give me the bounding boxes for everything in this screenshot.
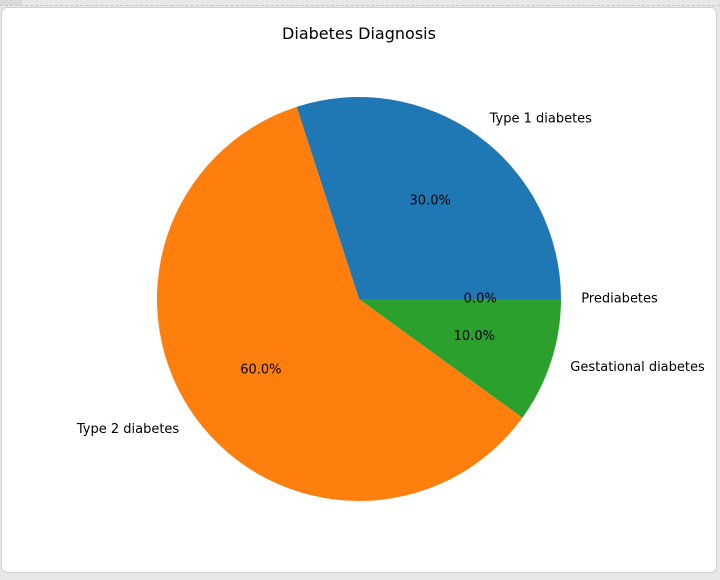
category-label-type-2-diabetes: Type 2 diabetes	[76, 422, 180, 437]
pie-slices	[156, 97, 561, 502]
category-label-type-1-diabetes: Type 1 diabetes	[489, 112, 593, 127]
slice-gestational-diabetes	[359, 299, 561, 418]
category-label-gestational-diabetes: Gestational diabetes	[570, 360, 705, 375]
percent-label-prediabetes: 0.0%	[464, 292, 497, 307]
percent-label-type-2-diabetes: 60.0%	[240, 363, 281, 378]
slice-type-1-diabetes	[296, 97, 561, 299]
slice-type-2-diabetes	[156, 106, 523, 502]
percent-label-type-1-diabetes: 30.0%	[410, 193, 451, 208]
corner-mark	[0, 0, 22, 5]
chart-title: Diabetes Diagnosis	[282, 24, 436, 43]
pie-labels: 30.0% Type 1 diabetes 60.0% Type 2 diabetes…	[76, 112, 705, 437]
dashed-border	[0, 5, 720, 6]
percent-label-gestational-diabetes: 10.0%	[454, 329, 495, 344]
category-label-prediabetes: Prediabetes	[581, 292, 658, 307]
